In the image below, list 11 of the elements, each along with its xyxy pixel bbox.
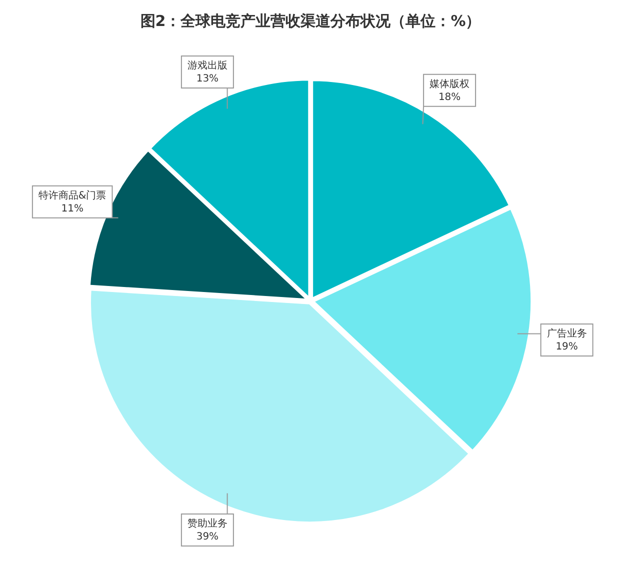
data-label: 19%	[556, 342, 578, 353]
slice-label: 赞助业务	[187, 518, 228, 530]
slice-label: 广告业务	[546, 328, 587, 340]
slice-label: 特许商品&门票	[38, 190, 106, 202]
chart-title: 图2：全球电竞产业营收渠道分布状况（单位：%）	[139, 11, 482, 32]
data-label: 18%	[438, 92, 461, 103]
data-label: 13%	[196, 74, 219, 85]
data-label: 39%	[196, 532, 219, 543]
slice-label: 媒体版权	[430, 78, 470, 90]
data-label: 11%	[61, 204, 84, 215]
slice-label: 游戏出版	[187, 60, 228, 72]
